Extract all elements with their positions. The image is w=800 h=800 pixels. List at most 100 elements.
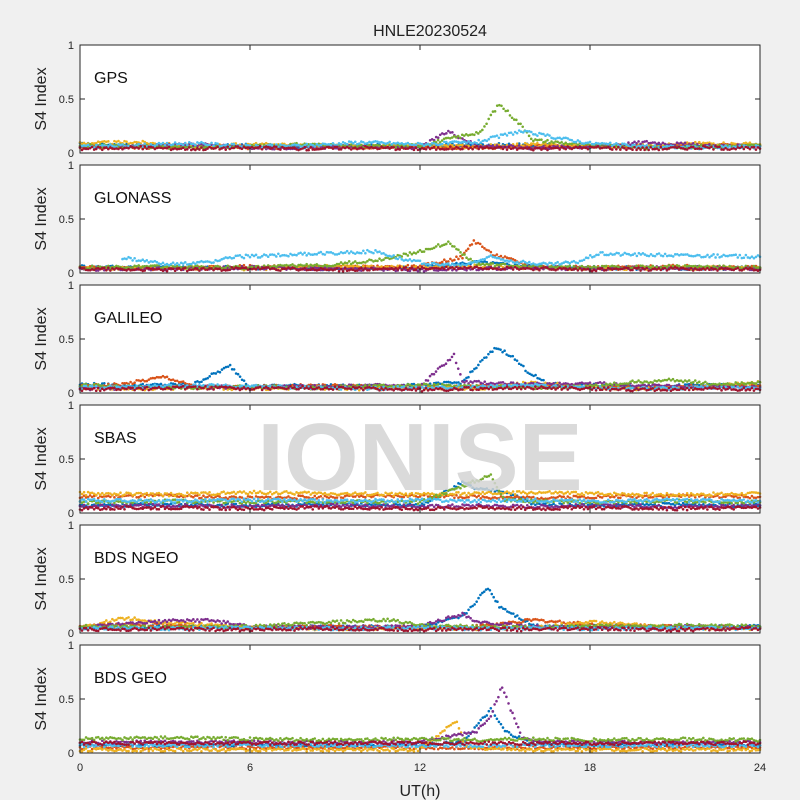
data-point (406, 254, 410, 257)
data-point (509, 259, 513, 262)
data-point (461, 145, 464, 149)
data-point (424, 145, 428, 149)
data-point (228, 268, 232, 272)
data-point (181, 146, 185, 150)
data-point (503, 132, 507, 136)
data-point (125, 140, 128, 144)
data-point (532, 268, 535, 272)
data-point (368, 143, 371, 147)
data-point (578, 145, 582, 148)
data-point (659, 143, 663, 146)
data-point (86, 143, 90, 147)
data-point (242, 256, 246, 260)
data-point (515, 118, 518, 122)
data-point (716, 253, 719, 256)
data-point (295, 253, 298, 257)
data-point (183, 266, 187, 270)
data-point (513, 145, 517, 149)
data-point (139, 144, 143, 148)
data-point (593, 255, 596, 258)
data-point (499, 348, 502, 351)
data-point (619, 148, 622, 151)
data-point (105, 268, 108, 272)
data-point (396, 264, 400, 268)
data-point (536, 143, 539, 147)
data-point (457, 248, 460, 252)
data-point (497, 136, 501, 140)
data-point (434, 148, 438, 151)
data-point (173, 269, 177, 273)
data-point (335, 145, 339, 149)
data-point (102, 266, 106, 270)
data-point (125, 257, 128, 261)
data-point (432, 145, 436, 149)
data-point (364, 251, 367, 255)
data-point (105, 146, 108, 149)
data-point (503, 262, 507, 266)
data-point (550, 261, 553, 265)
data-point (347, 251, 351, 255)
data-point (471, 267, 474, 271)
data-point (447, 268, 450, 271)
data-point (637, 140, 640, 143)
data-point (576, 269, 580, 272)
data-point (299, 251, 302, 255)
y-axis-label: S4 Index (33, 187, 50, 250)
data-point (436, 146, 440, 149)
data-point (313, 145, 317, 148)
data-point (145, 147, 149, 150)
data-point (570, 138, 574, 142)
data-point (641, 146, 644, 149)
data-point (633, 252, 637, 255)
data-point (309, 146, 313, 149)
data-point (477, 138, 480, 142)
data-point (232, 368, 236, 371)
data-point (566, 145, 570, 148)
data-point (653, 254, 657, 258)
data-point (697, 140, 701, 144)
data-point (698, 253, 701, 257)
data-point (542, 132, 545, 136)
data-point (238, 253, 242, 257)
data-point (651, 264, 655, 268)
data-point (362, 249, 365, 253)
data-point (479, 130, 482, 133)
data-point (532, 148, 535, 152)
data-point (661, 254, 665, 258)
data-point (337, 269, 341, 273)
data-point (117, 139, 120, 143)
data-point (738, 253, 742, 257)
data-point (499, 145, 503, 149)
data-point (224, 266, 228, 269)
data-point (266, 255, 270, 259)
data-point (499, 254, 503, 258)
data-point (568, 264, 572, 268)
data-point (345, 142, 349, 146)
data-point (637, 266, 640, 269)
data-point (436, 136, 440, 140)
data-point (645, 139, 648, 143)
data-point (107, 140, 110, 143)
data-point (143, 269, 147, 272)
data-point (621, 253, 625, 256)
data-point (461, 256, 464, 260)
data-point (487, 117, 491, 121)
data-point (657, 141, 661, 145)
data-point (404, 265, 408, 269)
data-point (489, 250, 493, 254)
data-point (604, 264, 608, 268)
data-point (366, 259, 369, 263)
data-point (177, 266, 181, 270)
data-point (477, 363, 480, 367)
data-point (362, 147, 365, 151)
data-point (163, 143, 167, 147)
data-point (600, 267, 604, 270)
data-point (277, 252, 280, 256)
data-point (368, 268, 371, 272)
data-point (440, 260, 444, 264)
data-point (612, 145, 616, 149)
data-point (260, 147, 264, 151)
data-point (246, 254, 250, 257)
data-point (315, 253, 319, 256)
data-point (445, 265, 448, 269)
